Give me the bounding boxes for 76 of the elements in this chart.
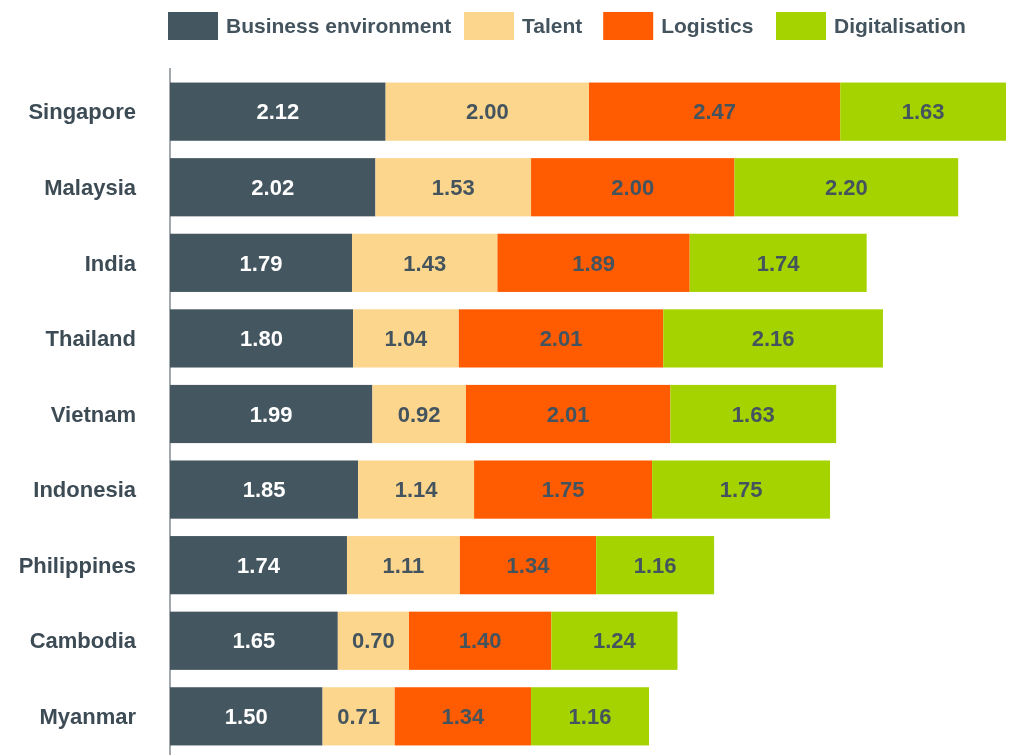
y-tick-label: India <box>84 250 137 276</box>
data-label: 1.16 <box>633 552 677 578</box>
y-tick-label: Indonesia <box>33 477 137 503</box>
data-label: 1.74 <box>756 250 801 276</box>
y-tick-label: Cambodia <box>29 628 137 654</box>
bar <box>352 233 498 292</box>
data-label: 2.12 <box>256 99 300 125</box>
data-label: 2.47 <box>693 99 737 125</box>
bar <box>734 158 959 217</box>
legend-label: Logistics <box>661 14 754 38</box>
data-label: 1.50 <box>224 704 268 730</box>
bar <box>459 536 597 595</box>
data-label: 1.75 <box>541 477 585 503</box>
bar <box>531 158 735 217</box>
data-label: 2.00 <box>611 174 655 200</box>
legend-label: Talent <box>522 14 583 38</box>
data-label: 1.99 <box>249 401 293 427</box>
data-label: 1.75 <box>719 477 763 503</box>
bar <box>497 233 690 292</box>
y-tick-label: Thailand <box>45 326 136 352</box>
y-tick-label: Myanmar <box>39 704 137 730</box>
data-label: 1.24 <box>593 628 637 654</box>
bar <box>689 233 867 292</box>
data-label: 1.74 <box>237 552 281 578</box>
data-label: 1.04 <box>384 326 429 352</box>
bar <box>372 384 466 444</box>
data-label: 2.16 <box>751 326 795 352</box>
bar <box>358 460 475 519</box>
data-label: 1.43 <box>403 250 447 276</box>
y-tick-label: Malaysia <box>44 174 137 200</box>
bar <box>409 611 552 670</box>
data-label: 1.40 <box>458 628 502 654</box>
y-tick-label: Philippines <box>18 552 136 578</box>
bar <box>589 82 841 141</box>
bar <box>840 82 1006 141</box>
data-label: 1.34 <box>506 552 551 578</box>
data-label: 1.80 <box>240 326 283 352</box>
bar <box>670 384 837 444</box>
data-label: 2.00 <box>465 99 509 125</box>
data-label: 2.01 <box>539 326 583 352</box>
bar <box>385 82 590 141</box>
legend-label: Digitalisation <box>834 14 966 38</box>
data-label: 2.20 <box>824 174 868 200</box>
bar <box>375 158 532 217</box>
data-label: 1.11 <box>382 552 425 578</box>
bar <box>663 309 883 368</box>
data-label: 1.65 <box>232 628 276 654</box>
bar <box>337 611 409 670</box>
bar <box>551 611 678 670</box>
data-label: 1.79 <box>239 250 283 276</box>
data-label: 2.01 <box>546 401 590 427</box>
data-label: 0.70 <box>351 628 395 654</box>
data-label: 1.14 <box>394 477 439 503</box>
data-label: 1.63 <box>731 401 775 427</box>
legend-label: Business environment <box>226 14 452 38</box>
data-label: 1.16 <box>568 704 612 730</box>
data-label: 0.71 <box>337 704 381 730</box>
bar <box>531 687 650 746</box>
data-label: 2.02 <box>251 174 295 200</box>
bar <box>465 384 671 444</box>
bar <box>346 536 460 595</box>
bar <box>322 687 395 746</box>
y-tick-label: Vietnam <box>50 401 136 427</box>
bar <box>353 309 459 368</box>
data-label: 1.89 <box>572 250 616 276</box>
bar <box>596 536 715 595</box>
data-label: 1.85 <box>242 477 286 503</box>
y-tick-label: Singapore <box>28 99 136 125</box>
data-label: 0.92 <box>397 401 441 427</box>
data-label: 1.53 <box>431 174 475 200</box>
data-label: 1.34 <box>441 704 486 730</box>
data-label: 1.63 <box>901 99 945 125</box>
bar <box>474 460 653 519</box>
bar <box>652 460 831 519</box>
bar <box>458 309 664 368</box>
bar <box>394 687 532 746</box>
